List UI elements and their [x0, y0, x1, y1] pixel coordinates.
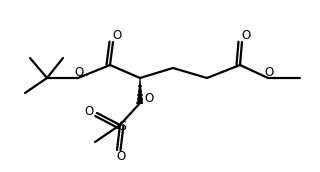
Text: O: O: [74, 66, 84, 78]
Text: S: S: [118, 121, 126, 133]
Text: O: O: [264, 66, 274, 78]
Polygon shape: [138, 78, 142, 103]
Text: O: O: [84, 105, 94, 117]
Text: O: O: [112, 29, 122, 41]
Text: O: O: [144, 92, 154, 105]
Text: O: O: [241, 29, 251, 41]
Text: O: O: [116, 149, 126, 163]
